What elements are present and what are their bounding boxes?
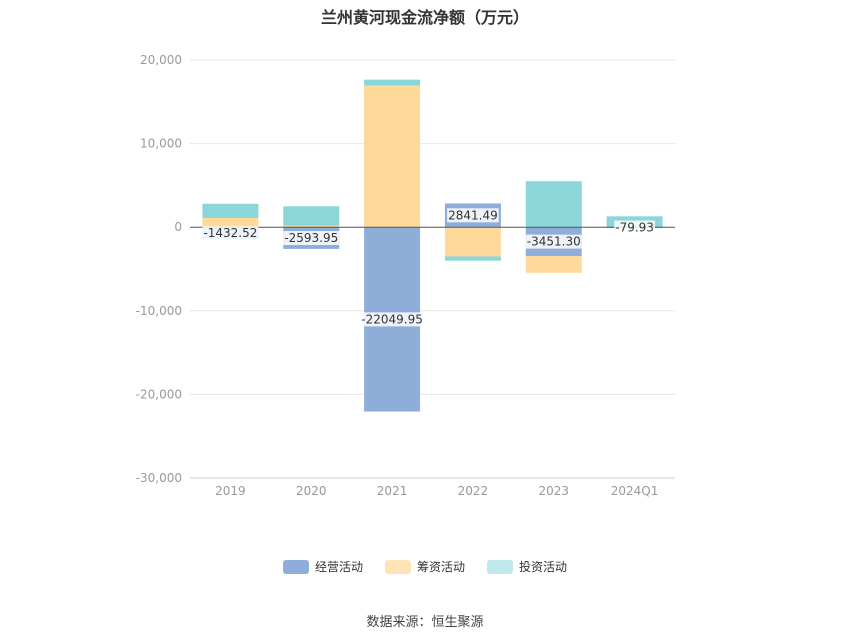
y-tick-label: 20,000 [140,53,182,67]
legend-swatch-investing [487,559,513,574]
bar-investing-2023 [525,181,582,228]
data-label-bg [202,226,259,241]
bar-financing-2023 [525,256,582,273]
data-labels: -1432.52 -2593.95 -22049.95 2841.49 -3451.30… [202,208,655,327]
x-tick-label: 2021 [377,484,408,498]
bar-financing-2021 [364,85,421,228]
legend-item-operating[interactable]: 经营活动 [282,558,363,575]
y-axis-ticks: 20,000 10,000 0 -10,000 -20,000 -30,000 [136,53,182,485]
data-label-operating-2023: -3451.30 [527,235,581,249]
bar-investing-2020 [283,206,340,226]
bar-investing-2021 [364,79,421,86]
legend-swatch-financing [384,559,411,574]
y-tick-label: 0 [174,220,182,234]
zero-axis [190,226,675,479]
legend-item-financing[interactable]: 筹资活动 [384,558,465,575]
y-tick-label: -20,000 [136,387,182,401]
data-label-bg [614,220,655,235]
legend-swatch-operating [282,559,309,574]
data-label-bg [360,312,424,327]
x-tick-label: 2022 [458,484,489,498]
chart-title: 兰州黄河现金流净额（万元） [320,8,529,27]
legend-label-operating: 经营活动 [314,560,363,574]
data-label-bg [283,231,340,246]
bars [202,79,663,412]
data-label-bg [447,208,499,223]
data-label-bg [525,234,582,249]
legend: 经营活动 筹资活动 投资活动 [0,558,850,575]
grid-lines [190,59,675,479]
x-axis-ticks: 2019 2020 2021 2022 2023 2024Q1 [215,484,658,498]
y-tick-label: -10,000 [136,304,182,318]
legend-item-investing[interactable]: 投资活动 [487,558,567,575]
legend-label-investing: 投资活动 [519,560,568,574]
x-tick-label: 2024Q1 [611,484,659,498]
x-tick-label: 2023 [538,484,569,498]
bar-investing-2022 [444,256,501,261]
data-label-operating-2021: -22049.95 [361,312,423,326]
y-tick-label: -30,000 [136,471,182,485]
bar-financing-2020 [283,225,340,228]
data-label-operating-2022: 2841.49 [448,208,498,222]
x-tick-label: 2019 [215,484,246,498]
data-label-operating-2024Q1: -79.93 [615,221,654,235]
source-note: 数据来源：恒生聚源 [366,615,484,630]
legend-label-financing: 筹资活动 [416,560,465,574]
data-label-operating-2020: -2593.95 [284,231,338,245]
bar-financing-2022 [444,227,501,257]
bar-investing-2019 [202,203,259,219]
y-tick-label: 10,000 [140,137,182,151]
data-label-operating-2019: -1432.52 [203,226,257,240]
x-tick-label: 2020 [296,484,327,498]
bar-financing-2019 [202,218,259,228]
